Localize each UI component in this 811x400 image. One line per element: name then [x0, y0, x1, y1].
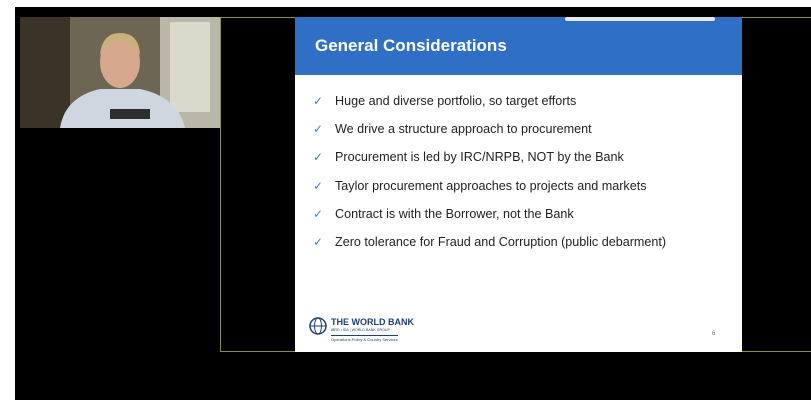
slide: General Considerations Huge and diverse …: [295, 17, 742, 352]
video-frame: [20, 17, 220, 128]
participant-video[interactable]: [20, 17, 220, 128]
bullet-item: Zero tolerance for Fraud and Corruption …: [313, 232, 666, 260]
globe-icon: [309, 317, 327, 335]
bullet-item: Taylor procurement approaches to project…: [313, 176, 666, 204]
slide-title: General Considerations: [315, 36, 507, 56]
slide-header: General Considerations: [295, 17, 742, 75]
page-number: 6: [712, 331, 715, 337]
bullet-item: We drive a structure approach to procure…: [313, 119, 666, 147]
share-toolbar[interactable]: [565, 17, 715, 21]
bullet-item: Huge and diverse portfolio, so target ef…: [313, 91, 666, 119]
bullet-item: Procurement is led by IRC/NRPB, NOT by t…: [313, 147, 666, 175]
bullet-item: Contract is with the Borrower, not the B…: [313, 204, 666, 232]
world-bank-logo: THE WORLD BANK IBRD • IDA | WORLD BANK G…: [309, 315, 419, 345]
bullet-list: Huge and diverse portfolio, so target ef…: [313, 91, 666, 260]
screen: {"slide": {"title": "General Considerati…: [0, 0, 811, 400]
logo-name: THE WORLD BANK: [331, 317, 414, 327]
logo-group: IBRD • IDA | WORLD BANK GROUP: [331, 328, 390, 332]
logo-unit: Operations Policy & Country Services: [331, 335, 398, 342]
